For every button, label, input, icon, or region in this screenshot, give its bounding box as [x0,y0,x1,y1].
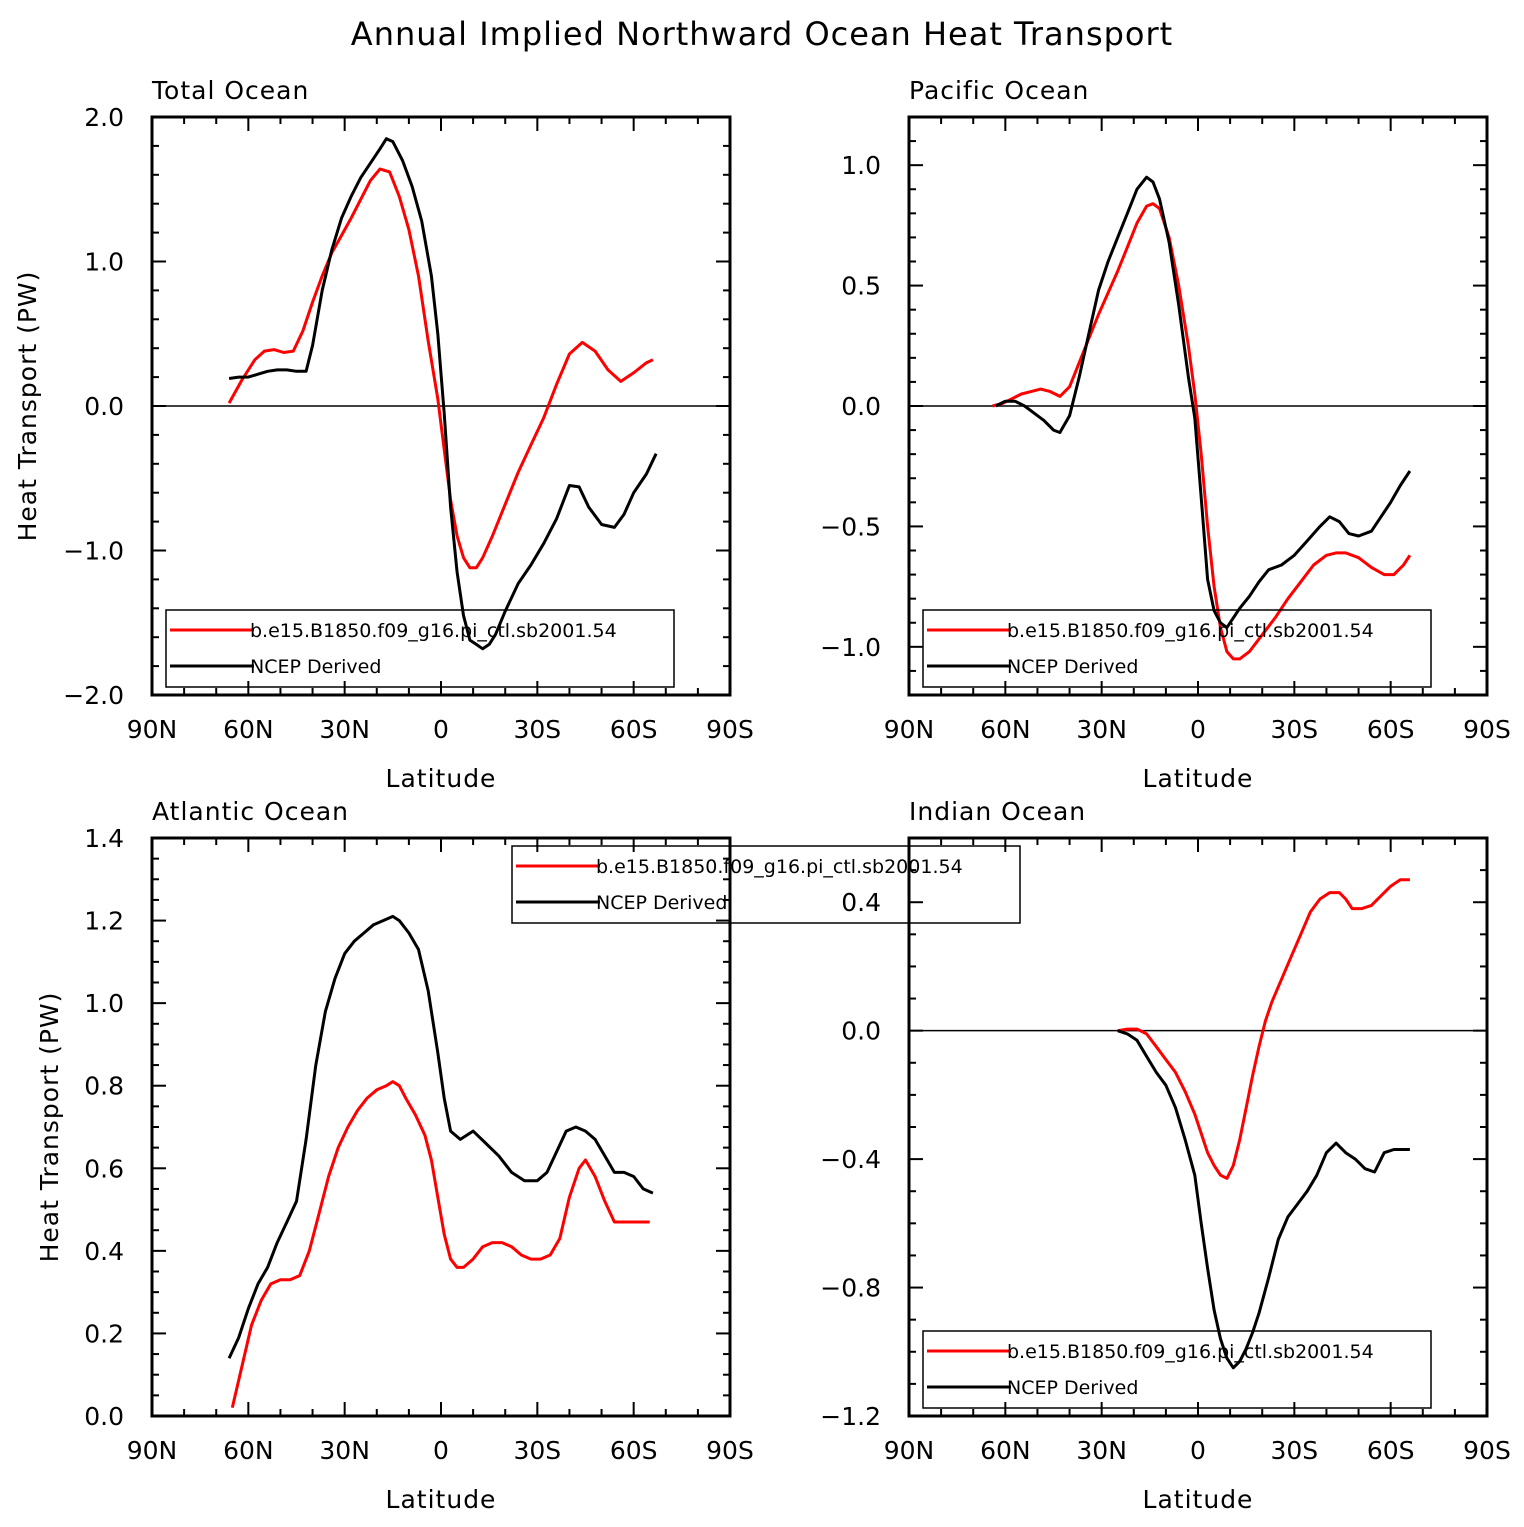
total-ocean-ytick-label: −1.0 [63,537,124,566]
atlantic-ocean-ytick-label: 0.8 [84,1072,124,1101]
atlantic-ocean-ytick-label: 0.0 [84,1402,124,1431]
total-ocean-xtick-label: 60N [223,715,274,744]
pacific-ocean-legend: b.e15.B1850.f09_g16.pi_ctl.sb2001.54 NCEP… [922,609,1432,688]
total-ocean-legend-box [165,609,675,688]
total-ocean-series-model-line [227,167,654,570]
pacific-ocean-xtick-label: 0 [1190,715,1206,744]
indian-ocean-title: Indian Ocean [909,797,1086,826]
indian-ocean-xtick-label: 60S [1367,1436,1415,1465]
atlantic-ocean-ytick-label: 0.2 [84,1319,124,1348]
total-ocean-panel: Total Ocean 90N 60N 30N 0 30S 60S 90S −2.0 −1.0 0.… [13,76,754,793]
atlantic-ocean-y-axis-label: Heat Transport (PW) [35,992,64,1263]
indian-ocean-ytick-label: −0.8 [820,1274,881,1303]
indian-ocean-xtick-label: 30N [1076,1436,1127,1465]
total-ocean-legend-label: b.e15.B1850.f09_g16.pi_ctl.sb2001.54 [250,620,617,642]
atlantic-ocean-legend-box [511,845,1021,924]
pacific-ocean-legend-label: b.e15.B1850.f09_g16.pi_ctl.sb2001.54 [1007,620,1374,642]
atlantic-ocean-ytick-label: 0.4 [84,1237,124,1266]
pacific-ocean-xtick-label: 60N [980,715,1031,744]
indian-ocean-ytick-label: −1.2 [820,1402,881,1431]
pacific-ocean-x-axis-label: Latitude [1143,764,1254,793]
atlantic-ocean-series-model-line [230,1080,650,1409]
atlantic-ocean-xtick-label: 30N [319,1436,370,1465]
pacific-ocean-ytick-label: −1.0 [820,633,881,662]
indian-ocean-ytick-label: −0.4 [820,1145,881,1174]
atlantic-ocean-x-axis-label: Latitude [386,1485,497,1514]
pacific-ocean-ytick-label: −0.5 [820,512,881,541]
atlantic-ocean-xtick-label: 90S [706,1436,754,1465]
total-ocean-xtick-label: 30S [513,715,561,744]
atlantic-ocean-xtick-label: 60S [610,1436,658,1465]
atlantic-ocean-ytick-label: 1.2 [84,907,124,936]
atlantic-ocean-legend: b.e15.B1850.f09_g16.pi_ctl.sb2001.54 NCEP… [511,845,1021,924]
pacific-ocean-xtick-label: 30N [1076,715,1127,744]
indian-ocean-xtick-label: 90N [884,1436,935,1465]
indian-ocean-ytick-label: 0.4 [841,888,881,917]
indian-ocean-x-axis-label: Latitude [1143,1485,1254,1514]
total-ocean-series-ncep-line [228,137,658,651]
total-ocean-ytick-label: 2.0 [84,103,124,132]
total-ocean-legend: b.e15.B1850.f09_g16.pi_ctl.sb2001.54 NCEP… [165,609,675,688]
atlantic-ocean-xtick-label: 30S [513,1436,561,1465]
atlantic-ocean-ytick-label: 0.6 [84,1154,124,1183]
atlantic-ocean-legend-label: b.e15.B1850.f09_g16.pi_ctl.sb2001.54 [596,856,963,878]
atlantic-ocean-xtick-label: 60N [223,1436,274,1465]
indian-ocean-legend-label: NCEP Derived [1007,1377,1138,1399]
total-ocean-ytick-label: −2.0 [63,681,124,710]
total-ocean-title: Total Ocean [151,76,309,105]
pacific-ocean-ytick-label: 1.0 [841,151,881,180]
atlantic-ocean-xtick-label: 90N [127,1436,178,1465]
main-title: Annual Implied Northward Ocean Heat Tran… [351,15,1173,53]
atlantic-ocean-title: Atlantic Ocean [152,797,349,826]
pacific-ocean-ytick-label: 0.5 [841,272,881,301]
pacific-ocean-xtick-label: 90N [884,715,935,744]
total-ocean-ytick-label: 0.0 [84,392,124,421]
indian-ocean-xtick-label: 30S [1270,1436,1318,1465]
atlantic-ocean-xtick-label: 0 [433,1436,449,1465]
indian-ocean-xtick-label: 0 [1190,1436,1206,1465]
atlantic-ocean-panel: Atlantic Ocean 90N 60N 30N 0 30S 60S 90S 0.0 0.2 0… [35,797,1021,1514]
indian-ocean-series-model-line [1117,878,1410,1180]
total-ocean-xtick-label: 90N [127,715,178,744]
total-ocean-legend-label: NCEP Derived [250,656,381,678]
indian-ocean-legend: b.e15.B1850.f09_g16.pi_ctl.sb2001.54 NCEP… [922,1330,1432,1409]
pacific-ocean-ytick-label: 0.0 [841,392,881,421]
indian-ocean-legend-label: b.e15.B1850.f09_g16.pi_ctl.sb2001.54 [1007,1341,1374,1363]
pacific-ocean-legend-label: NCEP Derived [1007,656,1138,678]
total-ocean-xtick-label: 30N [319,715,370,744]
indian-ocean-legend-box [922,1330,1432,1409]
total-ocean-x-axis-label: Latitude [386,764,497,793]
pacific-ocean-panel: Pacific Ocean 90N 60N 30N 0 30S 60S 90S −1.0 −0.5… [820,76,1511,793]
pacific-ocean-title: Pacific Ocean [909,76,1089,105]
indian-ocean-panel: Indian Ocean 90N 60N 30N 0 30S 60S 90S −1.2 −0.8 −… [820,797,1511,1514]
atlantic-ocean-ytick-label: 1.0 [84,989,124,1018]
total-ocean-xtick-label: 60S [610,715,658,744]
indian-ocean-series-ncep-line [1117,1029,1410,1370]
indian-ocean-xtick-label: 60N [980,1436,1031,1465]
total-ocean-y-axis-label: Heat Transport (PW) [13,271,42,542]
atlantic-ocean-plot-frame [150,836,732,1418]
atlantic-ocean-series-ncep-line [227,914,654,1359]
atlantic-ocean-legend-label: NCEP Derived [596,892,727,914]
pacific-ocean-xtick-label: 90S [1463,715,1511,744]
pacific-ocean-legend-box [922,609,1432,688]
pacific-ocean-series-ncep-line [995,175,1412,630]
total-ocean-xtick-label: 0 [433,715,449,744]
indian-ocean-ytick-label: 0.0 [841,1017,881,1046]
pacific-ocean-series-model-line [992,202,1412,661]
pacific-ocean-xtick-label: 60S [1367,715,1415,744]
total-ocean-xtick-label: 90S [706,715,754,744]
indian-ocean-xtick-label: 90S [1463,1436,1511,1465]
pacific-ocean-xtick-label: 30S [1270,715,1318,744]
atlantic-ocean-ytick-label: 1.4 [84,824,124,853]
total-ocean-ytick-label: 1.0 [84,248,124,277]
